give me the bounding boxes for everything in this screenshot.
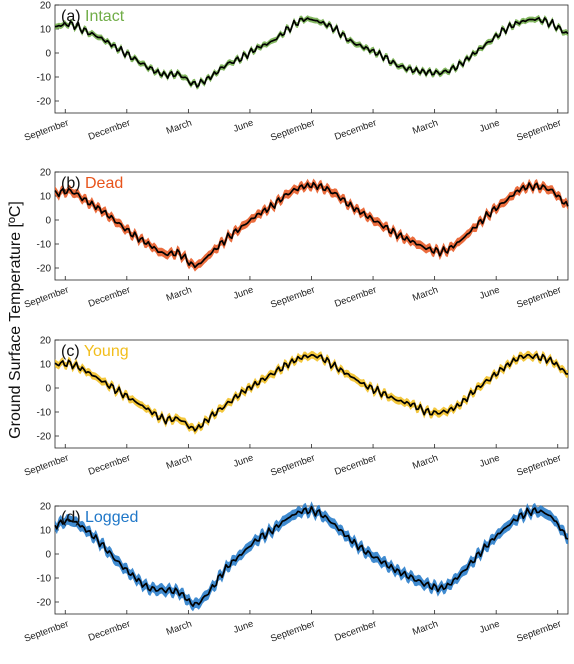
y-tick-label: -10 [37,574,52,585]
panel-name: Young [84,343,129,360]
y-tick-label: -10 [37,408,52,419]
panel-1: 20 10 0 -10 -20 September December March June Sep… [23,1,569,144]
panel-3: 20 10 0 -10 -20 September December March June Sep… [23,336,569,479]
x-tick-label: December [333,452,378,477]
series-range-band [55,178,568,272]
x-tick-label: September [269,284,316,310]
y-tick-label: -20 [37,598,52,609]
x-tick-label: December [87,452,132,477]
y-tick-label: 10 [40,25,52,36]
panel-name: Logged [85,509,138,526]
panel-label: (b) [61,175,85,192]
x-tick-label: March [165,117,194,136]
x-tick-label: June [478,117,501,134]
y-tick-label: 20 [40,168,52,179]
x-tick-label: September [23,117,70,143]
x-tick-label: March [411,117,440,136]
x-tick-label: March [411,452,440,471]
series-line [54,181,569,269]
series-line [54,353,568,432]
panel-title: (d) Logged [61,509,138,526]
series-range-band [55,501,568,612]
x-tick-label: June [478,284,501,301]
x-tick-label: September [269,117,316,143]
x-tick-label: March [165,452,194,471]
series-range-band [55,14,568,90]
series-range-band [55,350,568,435]
panel-4: 20 10 0 -10 -20 September December March June Sep… [23,501,569,645]
x-tick-label: June [232,284,255,301]
panel-label: (d) [61,509,85,526]
y-tick-label: 20 [40,336,52,347]
series-line [54,16,569,88]
y-tick-label: -10 [37,73,52,84]
x-tick-label: March [411,618,440,637]
x-tick-label: September [269,618,316,644]
y-tick-label: 0 [45,550,51,561]
series-line [54,505,569,607]
panel-title: (c) Young [61,343,129,360]
x-tick-label: June [232,452,255,469]
y-tick-label: 0 [45,216,51,227]
x-tick-label: December [333,117,378,142]
x-tick-label: June [478,452,501,469]
x-tick-label: June [232,117,255,134]
y-tick-label: -20 [37,97,52,108]
x-tick-label: September [515,618,562,644]
y-tick-label: 10 [40,360,52,371]
y-tick-label: 0 [45,49,51,60]
y-tick-label: 20 [40,1,52,12]
x-tick-label: December [87,618,132,643]
x-tick-label: December [333,284,378,309]
x-tick-label: December [87,117,132,142]
y-axis-label: Ground Surface Temperature [ºC] [7,201,24,439]
x-tick-label: September [269,452,316,478]
y-tick-label: -20 [37,264,52,275]
x-tick-label: September [23,284,70,310]
y-tick-label: -20 [37,432,52,443]
x-tick-label: March [165,618,194,637]
x-tick-label: September [23,618,70,644]
x-tick-label: September [515,284,562,310]
panel-name: Intact [85,8,125,25]
x-tick-label: September [515,117,562,143]
x-tick-label: September [23,452,70,478]
y-tick-label: 10 [40,192,52,203]
x-tick-label: June [232,618,255,635]
panel-label: (a) [61,8,85,25]
y-tick-label: -10 [37,240,52,251]
panel-name: Dead [85,175,123,192]
y-tick-label: 0 [45,384,51,395]
x-tick-label: March [165,284,194,303]
panel-title: (a) Intact [61,8,125,25]
x-tick-label: December [333,618,378,643]
panel-title: (b) Dead [61,175,123,192]
x-tick-label: June [478,618,501,635]
x-tick-label: December [87,284,132,309]
y-tick-label: 10 [40,526,52,537]
x-tick-label: March [411,284,440,303]
panel-label: (c) [61,343,84,360]
y-tick-label: 20 [40,502,52,513]
panel-2: 20 10 0 -10 -20 September December March June Sep… [23,168,569,311]
x-tick-label: September [515,452,562,478]
